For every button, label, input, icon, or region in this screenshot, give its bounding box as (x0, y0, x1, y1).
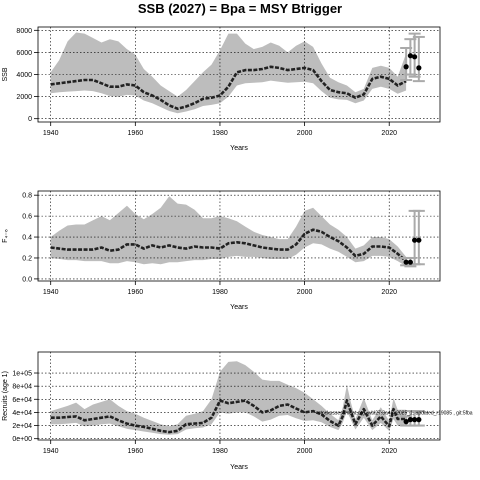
forecast-point (403, 419, 409, 425)
confidence-band (50, 196, 407, 267)
forecast-point (403, 64, 409, 70)
median-line (50, 65, 407, 110)
forecast-point (416, 237, 422, 243)
forecast-point (416, 65, 422, 71)
x-tick-label: 2000 (297, 130, 313, 137)
fishing-mortality-panel: 1940 1960 1980 2000 2020 0.0 0.2 0.4 0.6 0.8 Years… (2, 190, 441, 311)
confidence-band (50, 361, 407, 435)
x-tick-label: 1980 (212, 448, 228, 455)
x-tick-label: 1960 (128, 289, 144, 296)
y-tick-label: 2000 (16, 94, 32, 101)
confidence-band (50, 32, 407, 114)
panels: 1940 1960 1980 2000 2020 0 2000 4000 6000 8000 Yea… (2, 26, 473, 471)
x-tick-label: 2020 (381, 448, 397, 455)
x-tick-label: 2000 (297, 289, 313, 296)
x-tick-label: 2020 (381, 289, 397, 296)
x-tick-label: 2020 (381, 130, 397, 137)
y-tick-label: 6e+04 (12, 397, 32, 404)
median-line (50, 228, 407, 263)
y-tick-label: 0.8 (22, 193, 32, 200)
annotation-text: stockassessment.org, wbl27.3a46_2025_1, … (318, 411, 473, 417)
y-tick-label: 0 (28, 116, 32, 123)
y-tick-label: 0.0 (22, 276, 32, 283)
x-tick-label: 1980 (212, 130, 228, 137)
forecast-point (412, 54, 418, 60)
y-axis-label: SSB (2, 67, 9, 81)
forecast-point (407, 259, 413, 265)
x-tick-label: 2000 (297, 448, 313, 455)
plot-frame (37, 190, 441, 282)
forecast-point (412, 417, 418, 423)
forecast-point (403, 259, 409, 265)
forecast-point (412, 237, 418, 243)
y-axis-label: Recruits (age 1) (2, 371, 9, 421)
plot-frame (37, 351, 441, 441)
y-tick-label: 8000 (16, 28, 32, 35)
x-axis-label: Years (230, 464, 248, 471)
y-tick-label: 0.2 (22, 255, 32, 262)
x-tick-label: 1960 (128, 448, 144, 455)
y-tick-label: 0.6 (22, 214, 32, 221)
forecast-point (407, 53, 413, 59)
recruitment-panel: 1940 1960 1980 2000 2020 0e+00 2e+04 4e+04 6e+04… (2, 351, 473, 471)
x-tick-label: 1940 (43, 448, 59, 455)
x-axis-label: Years (230, 304, 248, 311)
y-tick-label: 6000 (16, 50, 32, 57)
y-tick-label: 0e+00 (12, 436, 32, 443)
chart-title: SSB (2027) = Bpa = MSY Btrigger (138, 1, 342, 16)
x-tick-label: 1960 (128, 130, 144, 137)
y-tick-label: 8e+04 (12, 384, 32, 391)
x-tick-label: 1980 (212, 289, 228, 296)
y-tick-label: 4000 (16, 72, 32, 79)
ssb-panel: 1940 1960 1980 2000 2020 0 2000 4000 6000 8000 Yea… (2, 26, 441, 152)
forecast-point (416, 417, 422, 423)
x-tick-label: 1940 (43, 289, 59, 296)
y-tick-label: 2e+04 (12, 423, 32, 430)
y-tick-label: 1e+05 (12, 371, 32, 378)
x-tick-label: 1940 (43, 130, 59, 137)
y-axis-label: F₄₋₆ (2, 229, 9, 243)
x-axis-label: Years (230, 145, 248, 152)
y-tick-label: 4e+04 (12, 410, 32, 417)
forecast-point (407, 417, 413, 423)
y-tick-label: 0.4 (22, 235, 32, 242)
